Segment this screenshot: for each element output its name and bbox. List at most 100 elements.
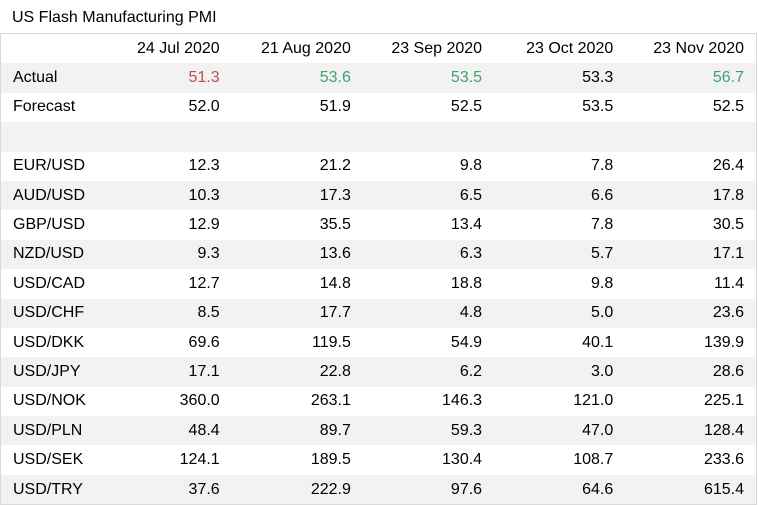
row-label: Actual xyxy=(13,69,58,87)
table-row: USD/CHF 8.5 17.7 4.8 5.0 23.6 xyxy=(0,298,757,328)
cell: 51.3 xyxy=(188,69,220,87)
empty-cell xyxy=(232,122,363,151)
cell: 6.3 xyxy=(459,245,483,263)
row-label: NZD/USD xyxy=(13,245,85,263)
cell: 14.8 xyxy=(319,274,351,292)
cell: 56.7 xyxy=(712,69,744,87)
cell: 12.3 xyxy=(188,157,220,175)
cell: 360.0 xyxy=(179,392,220,410)
cell: 22.8 xyxy=(319,362,351,380)
row-label: AUD/USD xyxy=(13,186,86,204)
cell: 130.4 xyxy=(442,451,483,469)
cell: 26.4 xyxy=(712,157,744,175)
cell: 146.3 xyxy=(442,392,483,410)
empty-cell xyxy=(363,122,494,151)
cell: 233.6 xyxy=(703,451,744,469)
row-label: USD/NOK xyxy=(13,392,86,410)
table-row: AUD/USD 10.3 17.3 6.5 6.6 17.8 xyxy=(0,180,757,211)
cell: 89.7 xyxy=(319,421,351,439)
cell: 37.6 xyxy=(188,480,220,498)
table-row: USD/TRY 37.6 222.9 97.6 64.6 615.4 xyxy=(0,474,757,505)
cell: 8.5 xyxy=(197,304,220,322)
cell: 28.6 xyxy=(712,362,744,380)
table-row: USD/CAD 12.7 14.8 18.8 9.8 11.4 xyxy=(1,269,757,298)
cell: 17.1 xyxy=(712,245,744,263)
cell: 121.0 xyxy=(573,392,614,410)
row-label: USD/JPY xyxy=(13,362,81,380)
cell: 7.8 xyxy=(591,157,614,175)
cell: 5.0 xyxy=(591,304,614,322)
row-label: USD/CAD xyxy=(13,274,86,292)
cell: 64.6 xyxy=(582,480,614,498)
cell: 263.1 xyxy=(310,392,351,410)
header-row: 24 Jul 2020 21 Aug 2020 23 Sep 2020 23 Oct … xyxy=(1,34,757,64)
cell: 225.1 xyxy=(703,392,744,410)
cell: 17.7 xyxy=(319,304,351,322)
column-header: 21 Aug 2020 xyxy=(261,39,351,57)
cell: 17.1 xyxy=(188,362,220,380)
cell: 17.3 xyxy=(319,186,351,204)
cell: 35.5 xyxy=(319,216,351,234)
cell: 222.9 xyxy=(310,480,351,498)
row-label: Forecast xyxy=(13,98,76,116)
cell: 4.8 xyxy=(459,304,483,322)
cell: 9.3 xyxy=(197,245,220,263)
cell: 53.6 xyxy=(319,69,351,87)
column-header: 23 Oct 2020 xyxy=(526,39,614,57)
cell: 97.6 xyxy=(450,480,483,498)
cell: 6.2 xyxy=(459,362,483,380)
cell: 128.4 xyxy=(703,421,744,439)
table-row: Forecast 52.0 51.9 52.5 53.5 52.5 xyxy=(1,93,757,122)
cell: 5.7 xyxy=(591,245,614,263)
cell: 18.8 xyxy=(450,274,483,292)
table-row: Actual 51.3 53.6 53.5 53.3 56.7 xyxy=(0,63,757,93)
cell: 52.5 xyxy=(450,98,483,116)
data-table: 24 Jul 2020 21 Aug 2020 23 Sep 2020 23 Oct … xyxy=(0,33,757,505)
cell: 52.0 xyxy=(188,98,220,116)
column-header: 23 Sep 2020 xyxy=(391,39,483,57)
cell: 7.8 xyxy=(591,216,614,234)
row-label: USD/DKK xyxy=(13,333,85,351)
row-label: EUR/USD xyxy=(13,157,86,175)
cell: 6.6 xyxy=(591,186,614,204)
cell: 69.6 xyxy=(188,333,220,351)
table-body: Actual 51.3 53.6 53.5 53.3 56.7 Forecast 52.0 51… xyxy=(0,63,757,505)
cell: 9.8 xyxy=(459,157,483,175)
cell: 51.9 xyxy=(319,98,351,116)
cell: 9.8 xyxy=(591,274,614,292)
empty-cell xyxy=(625,122,756,151)
cell: 53.5 xyxy=(582,98,614,116)
table-row: USD/SEK 124.1 189.5 130.4 108.7 233.6 xyxy=(1,445,757,474)
row-label: USD/CHF xyxy=(13,304,85,322)
row-label: USD/TRY xyxy=(13,480,83,498)
cell: 48.4 xyxy=(188,421,220,439)
cell: 6.5 xyxy=(459,186,483,204)
table-row: USD/PLN 48.4 89.7 59.3 47.0 128.4 xyxy=(0,416,757,446)
cell: 189.5 xyxy=(310,451,351,469)
empty-cell xyxy=(101,122,232,151)
cell: 119.5 xyxy=(312,333,351,351)
cell: 13.6 xyxy=(319,245,351,263)
cell: 10.3 xyxy=(188,186,220,204)
cell: 17.8 xyxy=(712,186,744,204)
cell: 139.9 xyxy=(703,333,744,351)
cell: 59.3 xyxy=(450,421,483,439)
table-row: USD/NOK 360.0 263.1 146.3 121.0 225.1 xyxy=(1,387,757,416)
row-label: GBP/USD xyxy=(13,216,86,234)
table-row: GBP/USD 12.9 35.5 13.4 7.8 30.5 xyxy=(1,210,757,239)
cell: 11.4 xyxy=(714,274,744,292)
corner xyxy=(1,34,101,64)
table-row: EUR/USD 12.3 21.2 9.8 7.8 26.4 xyxy=(1,152,757,181)
cell: 47.0 xyxy=(582,421,614,439)
cell: 615.4 xyxy=(703,480,744,498)
cell: 12.9 xyxy=(188,216,220,234)
cell: 21.2 xyxy=(319,157,351,175)
column-header: 24 Jul 2020 xyxy=(136,39,220,57)
cell: 52.5 xyxy=(712,98,744,116)
cell: 30.5 xyxy=(712,216,744,234)
cell: 13.4 xyxy=(450,216,483,234)
cell: 108.7 xyxy=(573,451,614,469)
cell: 12.7 xyxy=(188,274,220,292)
cell: 124.1 xyxy=(179,451,220,469)
table-row: NZD/USD 9.3 13.6 6.3 5.7 17.1 xyxy=(0,239,757,270)
